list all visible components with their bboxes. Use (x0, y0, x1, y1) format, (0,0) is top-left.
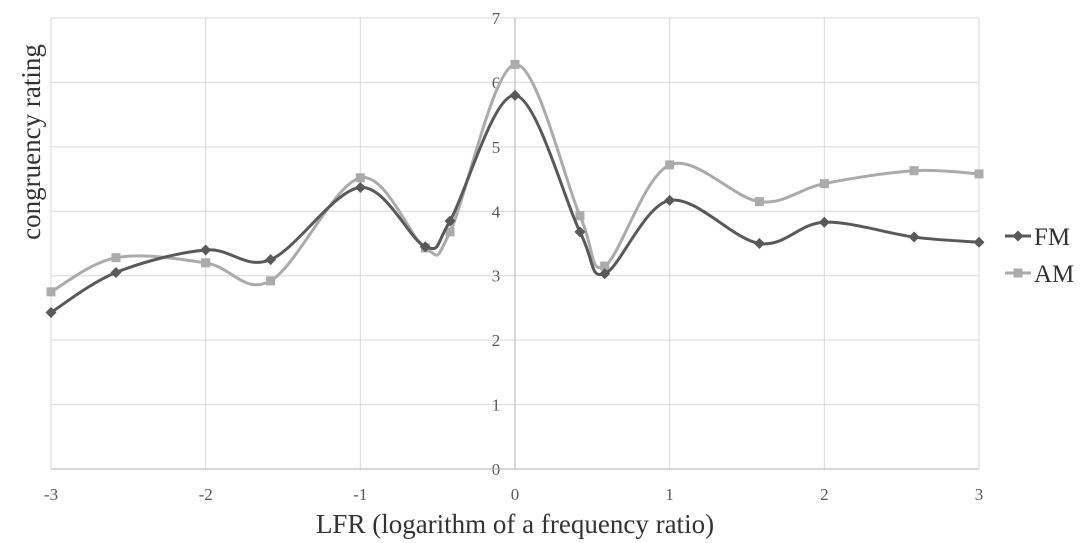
data-point-am (909, 166, 919, 176)
data-point-fm (509, 89, 521, 101)
series-fm (45, 89, 985, 318)
x-tick-label: -1 (353, 485, 367, 504)
data-point-am (46, 287, 56, 297)
legend-label: FM (1034, 224, 1070, 251)
x-tick-label: -3 (44, 485, 58, 504)
y-tick-label: 5 (492, 138, 501, 157)
data-point-am (665, 160, 675, 170)
data-point-am (201, 258, 211, 268)
data-point-fm (818, 216, 830, 228)
data-point-fm (265, 254, 277, 266)
data-point-am (974, 169, 984, 179)
y-tick-label: 4 (492, 202, 501, 221)
data-point-am (355, 173, 365, 183)
y-tick-label: 1 (492, 396, 501, 415)
data-point-am (754, 197, 764, 207)
data-point-fm (354, 181, 366, 193)
y-tick-label: 7 (492, 9, 501, 28)
data-point-fm (45, 306, 57, 318)
data-point-fm (444, 215, 456, 227)
y-tick-label: 6 (492, 73, 501, 92)
legend-label: AM (1034, 261, 1074, 288)
x-tick-label: 3 (975, 485, 984, 504)
legend-marker (1012, 230, 1024, 242)
y-tick-label: 3 (492, 267, 501, 286)
data-point-fm (110, 266, 122, 278)
data-point-fm (973, 236, 985, 248)
legend: FM AM (1005, 224, 1074, 288)
y-axis-title: congruency rating (16, 44, 46, 240)
data-point-fm (599, 268, 611, 280)
data-point-fm (419, 241, 431, 253)
data-point-fm (664, 194, 676, 206)
data-point-fm (753, 238, 765, 249)
data-point-am (510, 59, 520, 69)
legend-item-am: AM (1005, 261, 1074, 288)
data-point-am (600, 261, 610, 271)
data-point-fm (574, 226, 586, 238)
data-point-am (819, 179, 829, 189)
series-am (46, 59, 984, 297)
data-point-fm (200, 244, 212, 256)
data-point-fm (908, 231, 920, 243)
x-tick-label: 1 (665, 485, 674, 504)
data-point-am (266, 276, 276, 286)
data-point-am (445, 227, 455, 237)
x-axis-title: LFR (logarithm of a frequency ratio) (316, 509, 714, 539)
legend-item-fm: FM (1005, 224, 1070, 251)
x-tick-label: 2 (820, 485, 829, 504)
y-tick-label: 2 (492, 331, 501, 350)
data-point-am (111, 253, 121, 263)
data-point-am (575, 211, 585, 221)
plot-area (45, 59, 985, 318)
legend-marker (1013, 268, 1023, 278)
x-tick-label: -2 (199, 485, 213, 504)
x-tick-label: 0 (511, 485, 520, 504)
